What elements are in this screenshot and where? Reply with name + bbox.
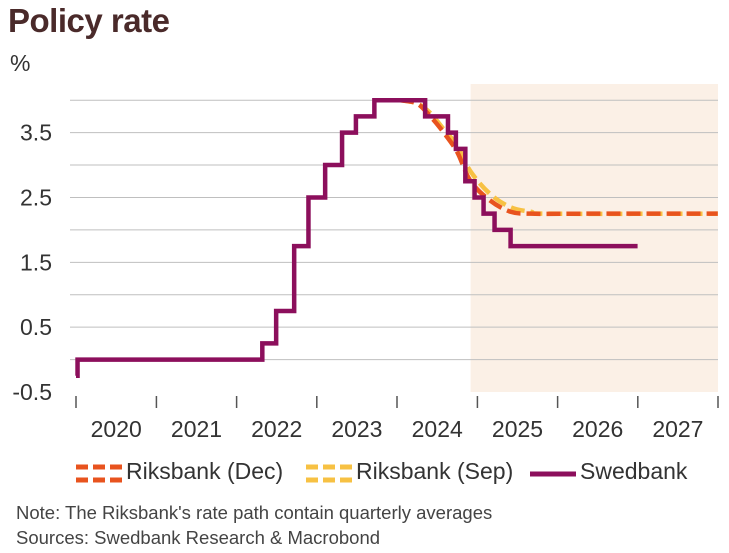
x-tick-label: 2022 — [251, 416, 302, 442]
x-tick-label: 2023 — [331, 416, 382, 442]
series-line-swedbank — [75, 97, 638, 379]
legend-label: Riksbank (Dec) — [126, 458, 284, 484]
x-tick-label: 2026 — [572, 416, 623, 442]
chart-note: Note: The Riksbank's rate path contain q… — [16, 502, 493, 523]
x-tick-label: 2025 — [492, 416, 543, 442]
y-tick-label: 1.5 — [20, 249, 52, 275]
chart-sources: Sources: Swedbank Research & Macrobond — [16, 527, 381, 548]
y-unit-label: % — [10, 50, 31, 76]
y-tick-labels: -0.5 0.5 1.5 2.5 3.5 — [12, 120, 52, 405]
y-tick-label: 3.5 — [20, 120, 52, 146]
legend-swatch-riksbank-sep — [306, 464, 352, 483]
y-tick-label: -0.5 — [12, 379, 52, 405]
x-tick-label: 2024 — [412, 416, 463, 442]
chart-title: Policy rate — [8, 2, 170, 39]
legend-swatch-riksbank-dec — [76, 464, 122, 483]
legend-swatch-swedbank — [530, 471, 576, 477]
legend-label: Riksbank (Sep) — [356, 458, 514, 484]
legend-label: Swedbank — [580, 458, 688, 484]
y-tick-label: 2.5 — [20, 184, 52, 210]
series-lines — [75, 97, 718, 379]
y-tick-label: 0.5 — [20, 314, 52, 340]
forecast-shaded-region — [470, 84, 718, 392]
series-line-riksbank-dec — [399, 97, 718, 217]
gridlines — [70, 99, 718, 361]
x-tick-label: 2027 — [652, 416, 703, 442]
x-tick-label: 2020 — [91, 416, 142, 442]
x-axis: 2020 2021 2022 2023 2024 2025 2026 2027 — [75, 396, 719, 442]
x-tick-label: 2021 — [171, 416, 222, 442]
